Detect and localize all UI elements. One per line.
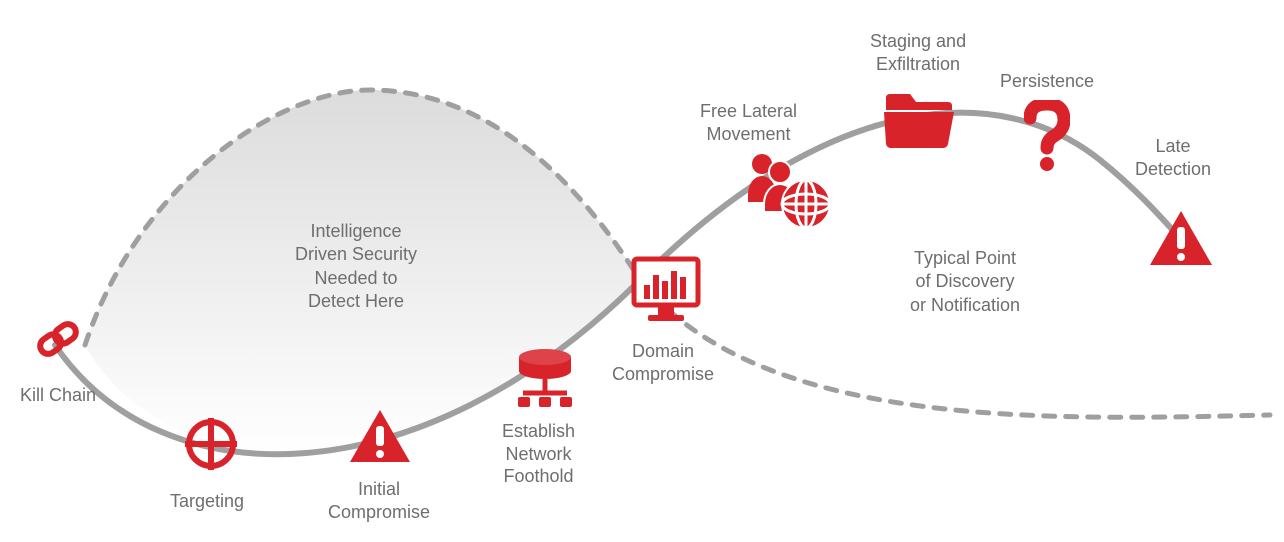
server-icon (510, 345, 580, 416)
folder-icon (882, 90, 956, 155)
warning-triangle-icon (1148, 209, 1214, 274)
domain-compromise-label: Domain Compromise (612, 340, 714, 385)
warning-triangle-icon (348, 408, 412, 471)
initial-compromise-label: Initial Compromise (328, 478, 430, 523)
chain-link-icon (32, 313, 84, 370)
intelligence-annotation: Intelligence Driven Security Needed to D… (295, 220, 417, 314)
question-mark-icon (1024, 100, 1070, 179)
discovery-annotation: Typical Point of Discovery or Notificati… (910, 247, 1020, 317)
targeting-label: Targeting (170, 490, 244, 513)
establish-foothold-label: Establish Network Foothold (502, 420, 575, 488)
kill-chain-label: Kill Chain (20, 384, 96, 407)
late-detection-label: Late Detection (1135, 135, 1211, 180)
persistence-label: Persistence (1000, 70, 1094, 93)
monitor-chart-icon (628, 253, 704, 334)
people-globe-icon (740, 150, 832, 237)
staging-exfil-label: Staging and Exfiltration (870, 30, 966, 75)
crosshair-icon (183, 416, 239, 477)
kill-chain-diagram: Intelligence Driven Security Needed to D… (0, 0, 1284, 542)
lateral-movement-label: Free Lateral Movement (700, 100, 797, 145)
